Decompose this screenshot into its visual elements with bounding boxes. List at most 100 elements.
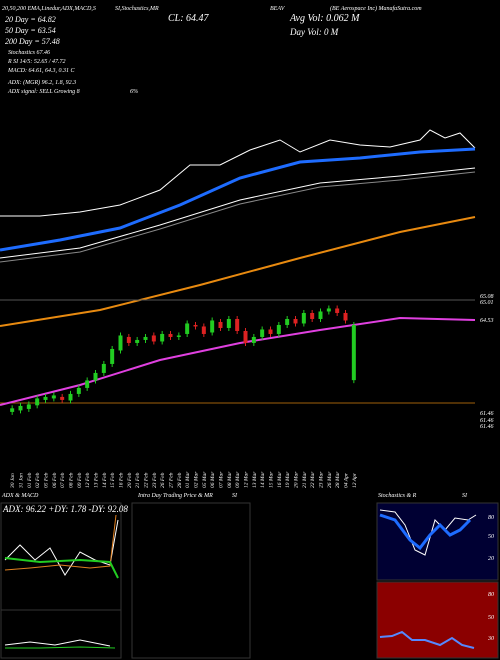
x-tick-label: 30 Jan xyxy=(10,473,16,489)
x-tick-label: 15 Feb xyxy=(110,472,116,488)
candle xyxy=(268,329,273,334)
adx-line xyxy=(4,557,119,579)
candle xyxy=(293,318,298,324)
x-tick-label: 28 Feb xyxy=(177,472,183,488)
x-tick-label: 07 Mar xyxy=(219,471,225,488)
header: (BE Aerospace Inc) ManafaSutra.com xyxy=(330,5,422,12)
macd-line xyxy=(4,639,111,647)
candle xyxy=(326,308,331,312)
candle xyxy=(68,393,73,401)
x-tick-label: 02 Feb xyxy=(35,472,41,488)
ema50b xyxy=(0,171,476,263)
rsi-level: 30 xyxy=(487,636,494,642)
candle xyxy=(235,318,240,331)
trend-line xyxy=(0,316,476,406)
panel-title: ADX & MACD xyxy=(1,493,39,499)
candle xyxy=(160,333,165,342)
candle xyxy=(176,335,181,337)
x-tick-label: 15 Mar xyxy=(269,471,275,488)
x-tick-label: 13 Mar xyxy=(252,471,258,488)
x-tick-label: 28 Mar xyxy=(335,471,341,488)
intraday-panel xyxy=(131,502,251,659)
x-tick-label: 23 Feb xyxy=(152,472,158,488)
candle xyxy=(276,324,281,334)
candle xyxy=(335,308,340,313)
stoch-line xyxy=(379,509,477,556)
price-label: 65.08 xyxy=(480,294,494,300)
x-tick-label: 08 Mar xyxy=(227,471,233,488)
candle xyxy=(251,336,256,343)
rsi-panel xyxy=(376,581,499,659)
panel-title: Intra Day Trading Price & MR xyxy=(137,493,213,499)
x-tick-label: 04 Apr xyxy=(343,472,350,488)
price-label: 64.53 xyxy=(480,317,494,324)
candle xyxy=(185,323,190,334)
stoch-line xyxy=(379,513,472,551)
candle xyxy=(243,330,248,343)
candle xyxy=(318,311,323,319)
candle xyxy=(351,324,356,381)
x-tick-label: 12 Mar xyxy=(244,471,250,488)
indicator: ADX signal: SELL Growing 8 xyxy=(7,89,80,95)
price-label: 61.46 xyxy=(480,423,494,430)
candle xyxy=(201,326,206,334)
header: 20,50,200 EMA,Linedur,ADX,MACD,S xyxy=(2,6,96,12)
indicator: MACD: 64.61, 64.3, 0.31 C xyxy=(7,67,75,74)
header: BEAV xyxy=(270,6,286,12)
indicator: Stochastics 67.46 xyxy=(8,49,50,56)
adx-line xyxy=(4,514,117,571)
candle xyxy=(35,398,40,406)
candle xyxy=(101,363,106,373)
x-tick-label: 16 Feb xyxy=(119,472,125,488)
stoch-level: 50 xyxy=(488,534,494,540)
candle xyxy=(343,312,348,321)
x-tick-label: 21 Mar xyxy=(302,471,308,488)
x-tick-label: 23 Mar xyxy=(319,471,325,488)
avg-vol: Avg Vol: 0.062 M xyxy=(289,13,360,24)
x-tick-label: 02 Mar xyxy=(194,471,200,488)
x-tick-label: 27 Feb xyxy=(169,472,175,488)
candle xyxy=(26,404,31,409)
candle xyxy=(93,372,98,381)
macd-panel xyxy=(0,609,122,659)
panel-title: SI xyxy=(232,493,238,499)
rsi-level: 80 xyxy=(488,592,494,598)
x-tick-label: 14 Feb xyxy=(101,472,108,488)
x-tick-label: 12 Feb xyxy=(85,472,91,488)
macd-line xyxy=(5,646,116,649)
candle xyxy=(76,387,81,394)
x-tick-label: 19 Mar xyxy=(285,471,291,488)
candle xyxy=(260,329,265,337)
candle xyxy=(110,348,115,364)
x-tick-label: 05 Feb xyxy=(44,472,50,488)
x-tick-label: 01 Mar xyxy=(185,471,191,488)
x-tick-label: 26 Feb xyxy=(160,472,166,488)
x-tick-label: 13 Feb xyxy=(94,472,100,488)
price-label: 65.01 xyxy=(480,300,494,306)
stoch-level: 20 xyxy=(488,556,494,562)
x-tick-label: 09 Mar xyxy=(235,471,241,488)
x-tick-label: 20 Feb xyxy=(127,472,133,488)
candle xyxy=(193,324,198,327)
candle xyxy=(151,335,156,342)
x-tick-label: 06 Feb xyxy=(52,472,58,488)
ema-line xyxy=(0,129,476,217)
indicator: R SI 14/5: 52.65 / 47.72 xyxy=(7,58,66,65)
x-tick-label: 06 Mar xyxy=(210,471,216,488)
candle xyxy=(10,408,15,412)
candle xyxy=(118,335,123,351)
adx-text: ADX: 96.22 +DY: 1.78 -DY: 92.08 xyxy=(2,504,128,514)
candle xyxy=(285,318,290,325)
x-tick-label: 31 Jan xyxy=(19,473,25,489)
adx-line xyxy=(4,519,119,576)
x-tick-label: 12 Apr xyxy=(352,472,358,488)
close: CL: 64.47 xyxy=(168,13,210,24)
stoch-level: 80 xyxy=(488,515,494,521)
price-label: 61.46 xyxy=(480,410,494,417)
candle xyxy=(85,380,90,388)
panel-title: Stochastics & R xyxy=(378,493,417,499)
candle xyxy=(18,405,23,411)
indicator: 200 Day = 57.48 xyxy=(5,37,60,46)
